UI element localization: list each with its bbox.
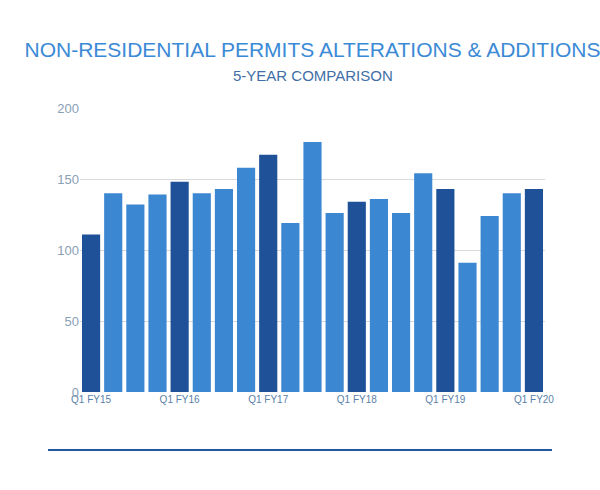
svg-text:5-YEAR COMPARISON: 5-YEAR COMPARISON	[233, 67, 393, 84]
svg-text:Q1 FY20: Q1 FY20	[514, 394, 554, 405]
svg-text:50: 50	[65, 314, 79, 329]
svg-text:100: 100	[57, 243, 79, 258]
svg-text:NON-RESIDENTIAL PERMITS ALTERA: NON-RESIDENTIAL PERMITS ALTERATIONS & AD…	[24, 38, 600, 61]
svg-text:Q1 FY17: Q1 FY17	[248, 394, 288, 405]
svg-text:200: 200	[57, 101, 79, 116]
svg-text:Q1 FY16: Q1 FY16	[160, 394, 200, 405]
svg-text:Q1 FY15: Q1 FY15	[71, 394, 111, 405]
svg-text:0: 0	[72, 385, 79, 400]
svg-text:Q1 FY19: Q1 FY19	[425, 394, 465, 405]
svg-text:Q1 FY18: Q1 FY18	[337, 394, 377, 405]
svg-text:150: 150	[57, 172, 79, 187]
